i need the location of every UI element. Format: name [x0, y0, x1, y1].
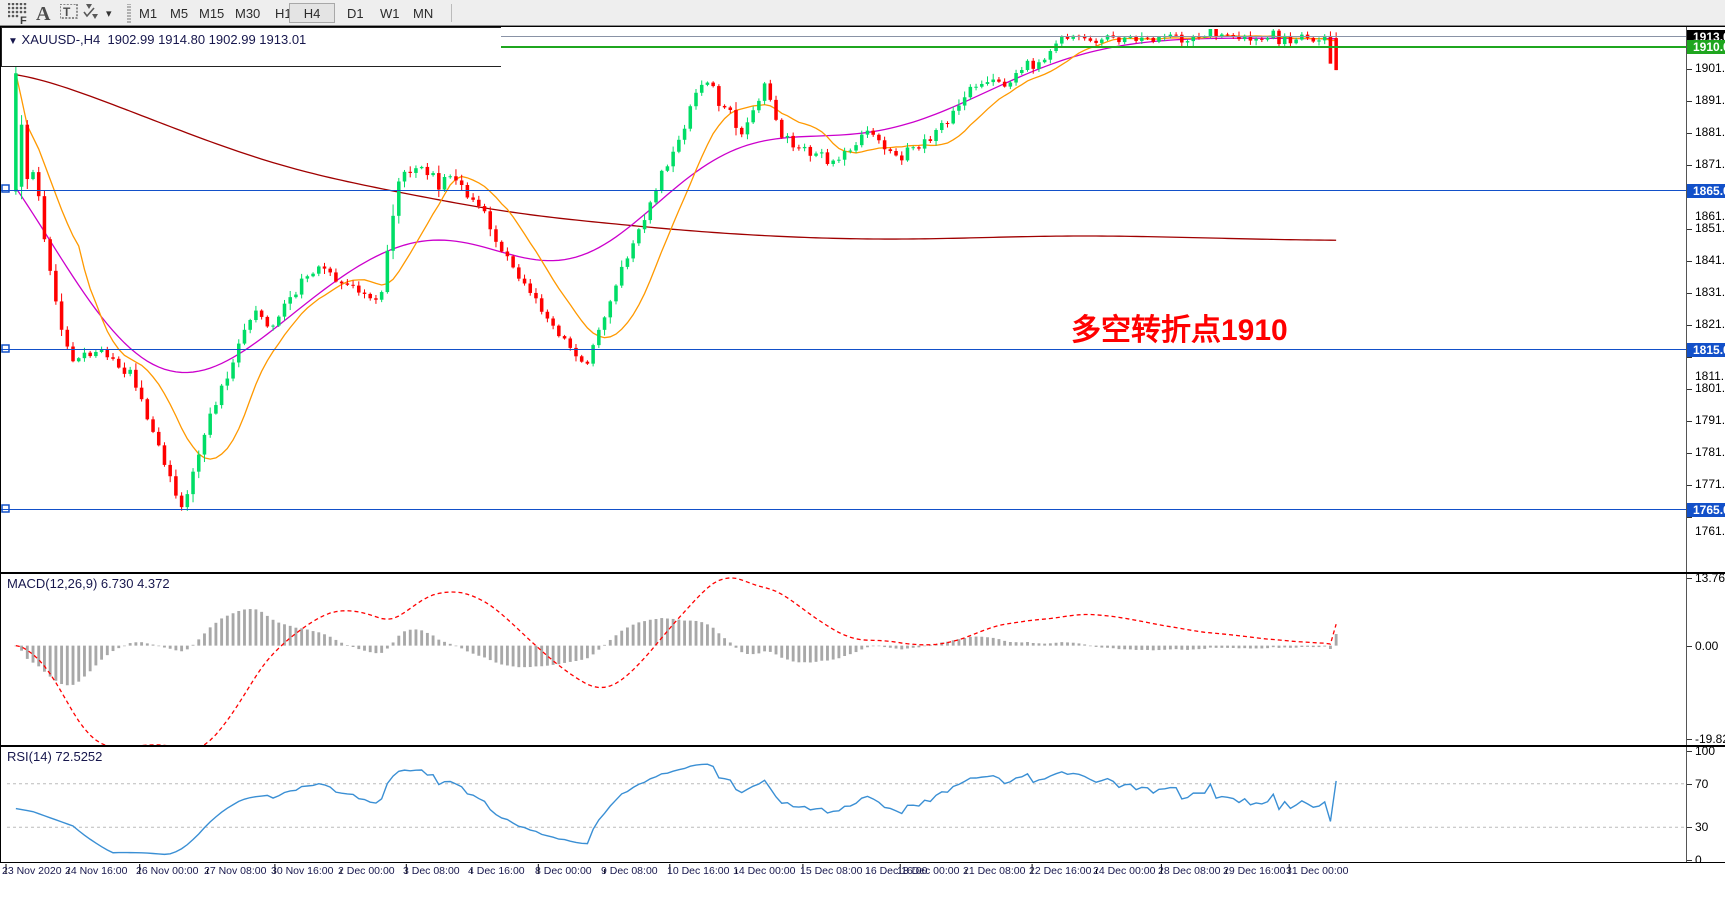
svg-text:F: F: [20, 15, 27, 25]
svg-text:T: T: [63, 5, 71, 19]
